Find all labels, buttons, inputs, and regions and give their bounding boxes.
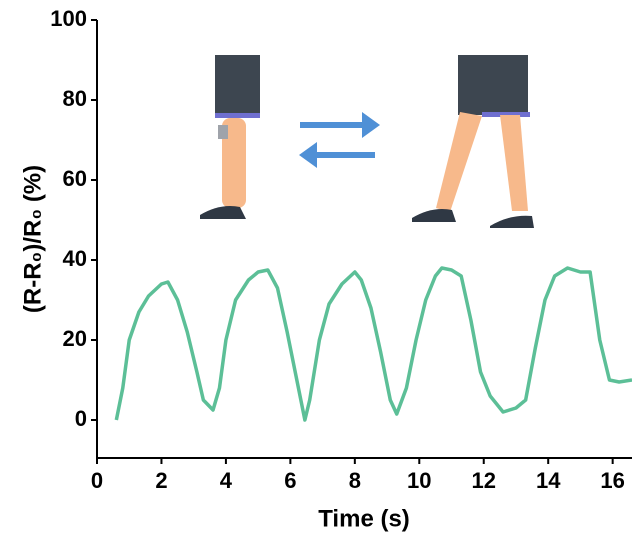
shorts-hem — [215, 113, 260, 118]
y-tick-label: 20 — [63, 326, 87, 351]
shorts — [458, 55, 528, 115]
y-tick-label: 40 — [63, 246, 87, 271]
y-tick-label: 0 — [75, 406, 87, 431]
y-axis-title: (R-R₀)/R₀ (%) — [19, 165, 46, 313]
y-tick-label: 60 — [63, 166, 87, 191]
x-tick-label: 14 — [536, 468, 561, 493]
x-tick-label: 10 — [407, 468, 431, 493]
leg — [500, 115, 528, 211]
x-tick-label: 6 — [284, 468, 296, 493]
shoe — [412, 209, 456, 222]
x-tick-label: 4 — [220, 468, 233, 493]
leg — [222, 118, 246, 208]
x-tick-label: 16 — [600, 468, 624, 493]
shorts — [215, 55, 260, 117]
arrow-right — [300, 112, 380, 138]
x-tick-label: 0 — [91, 468, 103, 493]
arrow-left — [299, 142, 375, 168]
y-tick-label: 80 — [63, 86, 87, 111]
sensor — [218, 125, 228, 139]
shoe — [490, 215, 534, 228]
x-tick-label: 12 — [472, 468, 496, 493]
illustration — [200, 55, 534, 228]
y-tick-label: 100 — [50, 6, 87, 31]
data-line — [114, 266, 632, 422]
shorts-hem — [482, 112, 530, 117]
leg — [436, 112, 482, 212]
x-tick-label: 8 — [349, 468, 361, 493]
x-axis-title: Time (s) — [318, 505, 410, 532]
shoe — [200, 206, 246, 219]
x-tick-label: 2 — [155, 468, 167, 493]
